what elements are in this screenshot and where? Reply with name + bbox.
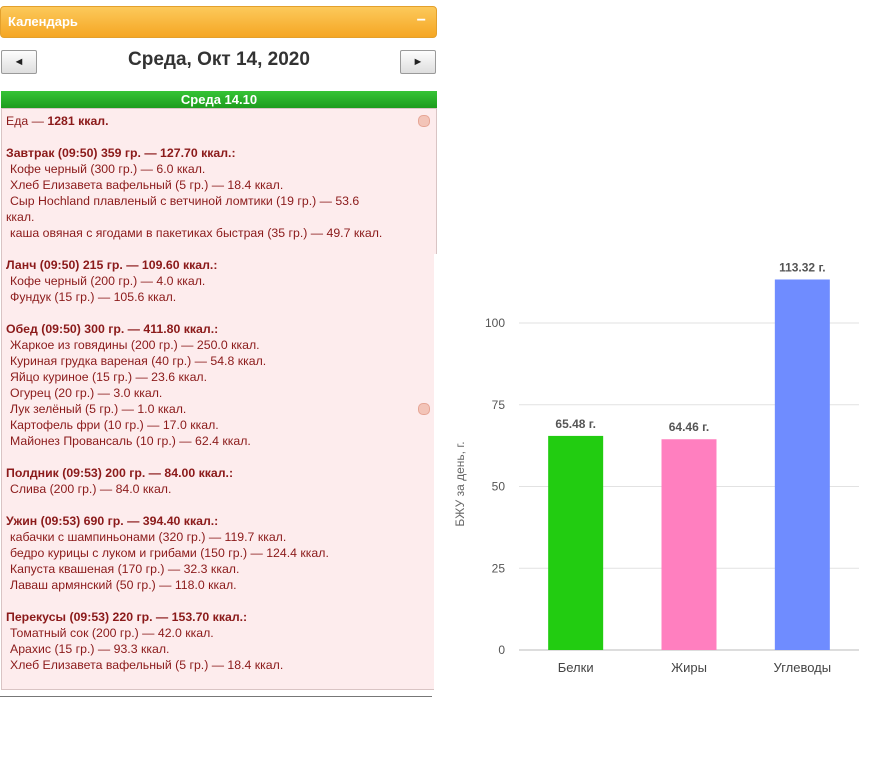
macros-bar-chart: 0 25 50 75 100 65.48 г. Белки 64.46 г. Жиры 113.3…	[453, 260, 859, 675]
data-label: 64.46 г.	[669, 420, 710, 434]
food-item: Хлеб Елизавета вафельный (5 гр.) — 18.4 …	[10, 178, 284, 192]
calendar-header[interactable]: Календарь −	[0, 6, 437, 38]
food-item: Слива (200 гр.) — 84.0 ккал.	[10, 482, 172, 496]
meal-heading: Перекусы (09:53) 220 гр. — 153.70 ккал.:	[6, 610, 248, 624]
y-tick-label: 100	[485, 316, 505, 330]
divider	[0, 696, 432, 697]
data-label: 113.32 г.	[779, 260, 826, 274]
food-item: Жаркое из говядины (200 гр.) — 250.0 кка…	[10, 338, 260, 352]
food-item: Картофель фри (10 гр.) — 17.0 ккал.	[10, 418, 219, 432]
food-item: Куриная грудка вареная (40 гр.) — 54.8 к…	[10, 354, 267, 368]
bar	[774, 279, 830, 650]
day-total: Еда — 1281 ккал.	[6, 114, 109, 128]
y-tick-label: 75	[492, 398, 506, 412]
bar	[661, 439, 717, 650]
day-entries-panel: Еда — 1281 ккал. Завтрак (09:50) 359 гр. …	[1, 108, 437, 690]
food-item: Кофе черный (200 гр.) — 4.0 ккал.	[10, 274, 206, 288]
y-tick-label: 0	[498, 643, 505, 657]
food-item: Кофе черный (300 гр.) — 6.0 ккал.	[10, 162, 206, 176]
meal-heading: Завтрак (09:50) 359 гр. — 127.70 ккал.:	[6, 146, 236, 160]
x-tick-label: Жиры	[671, 660, 707, 675]
food-item: Яйцо куриное (15 гр.) — 23.6 ккал.	[10, 370, 207, 384]
meal-heading: Ужин (09:53) 690 гр. — 394.40 ккал.:	[6, 514, 219, 528]
food-item: Сыр Hochland плавленый с ветчиной ломтик…	[10, 194, 360, 208]
meal-heading: Обед (09:50) 300 гр. — 411.80 ккал.:	[6, 322, 219, 336]
food-item: Капуста квашеная (170 гр.) — 32.3 ккал.	[10, 562, 240, 576]
food-item: Хлеб Елизавета вафельный (5 гр.) — 18.4 …	[10, 658, 284, 672]
food-item: Майонез Провансаль (10 гр.) — 62.4 ккал.	[10, 434, 251, 448]
meal-heading: Полдник (09:53) 200 гр. — 84.00 ккал.:	[6, 466, 234, 480]
data-label: 65.48 г.	[555, 417, 596, 431]
food-item: ккал.	[6, 210, 35, 224]
food-item: Огурец (20 гр.) — 3.0 ккал.	[10, 386, 163, 400]
hand-pointer-icon[interactable]	[418, 115, 430, 127]
x-tick-label: Белки	[558, 660, 594, 675]
y-axis-title: БЖУ за день, г.	[453, 441, 467, 526]
calendar-title: Календарь	[8, 14, 78, 29]
y-tick-label: 50	[492, 480, 506, 494]
prev-day-button[interactable]: ◄	[1, 50, 37, 74]
arrow-right-icon: ►	[412, 56, 424, 68]
food-item: кабачки с шампиньонами (320 гр.) — 119.7…	[10, 530, 287, 544]
day-bar[interactable]: Среда 14.10	[1, 91, 437, 108]
food-item: каша овяная с ягодами в пакетиках быстра…	[10, 226, 383, 240]
bar	[548, 435, 604, 650]
macros-chart-panel: 0 25 50 75 100 65.48 г. Белки 64.46 г. Жиры 113.3…	[434, 254, 880, 699]
food-item: Лук зелёный (5 гр.) — 1.0 ккал.	[10, 402, 187, 416]
food-item: Томатный сок (200 гр.) — 42.0 ккал.	[10, 626, 214, 640]
next-day-button[interactable]: ►	[400, 50, 436, 74]
meal-heading: Ланч (09:50) 215 гр. — 109.60 ккал.:	[6, 258, 218, 272]
food-item: Лаваш армянский (50 гр.) — 118.0 ккал.	[10, 578, 237, 592]
hand-pointer-icon[interactable]	[418, 403, 430, 415]
arrow-left-icon: ◄	[13, 56, 25, 68]
food-item: бедро курицы с луком и грибами (150 гр.)…	[10, 546, 329, 560]
food-item: Фундук (15 гр.) — 105.6 ккал.	[10, 290, 177, 304]
date-title: Среда, Окт 14, 2020	[128, 49, 310, 70]
y-tick-label: 25	[492, 561, 506, 575]
food-item: Арахис (15 гр.) — 93.3 ккал.	[10, 642, 170, 656]
collapse-icon[interactable]: −	[416, 12, 426, 29]
x-tick-label: Углеводы	[774, 660, 832, 675]
